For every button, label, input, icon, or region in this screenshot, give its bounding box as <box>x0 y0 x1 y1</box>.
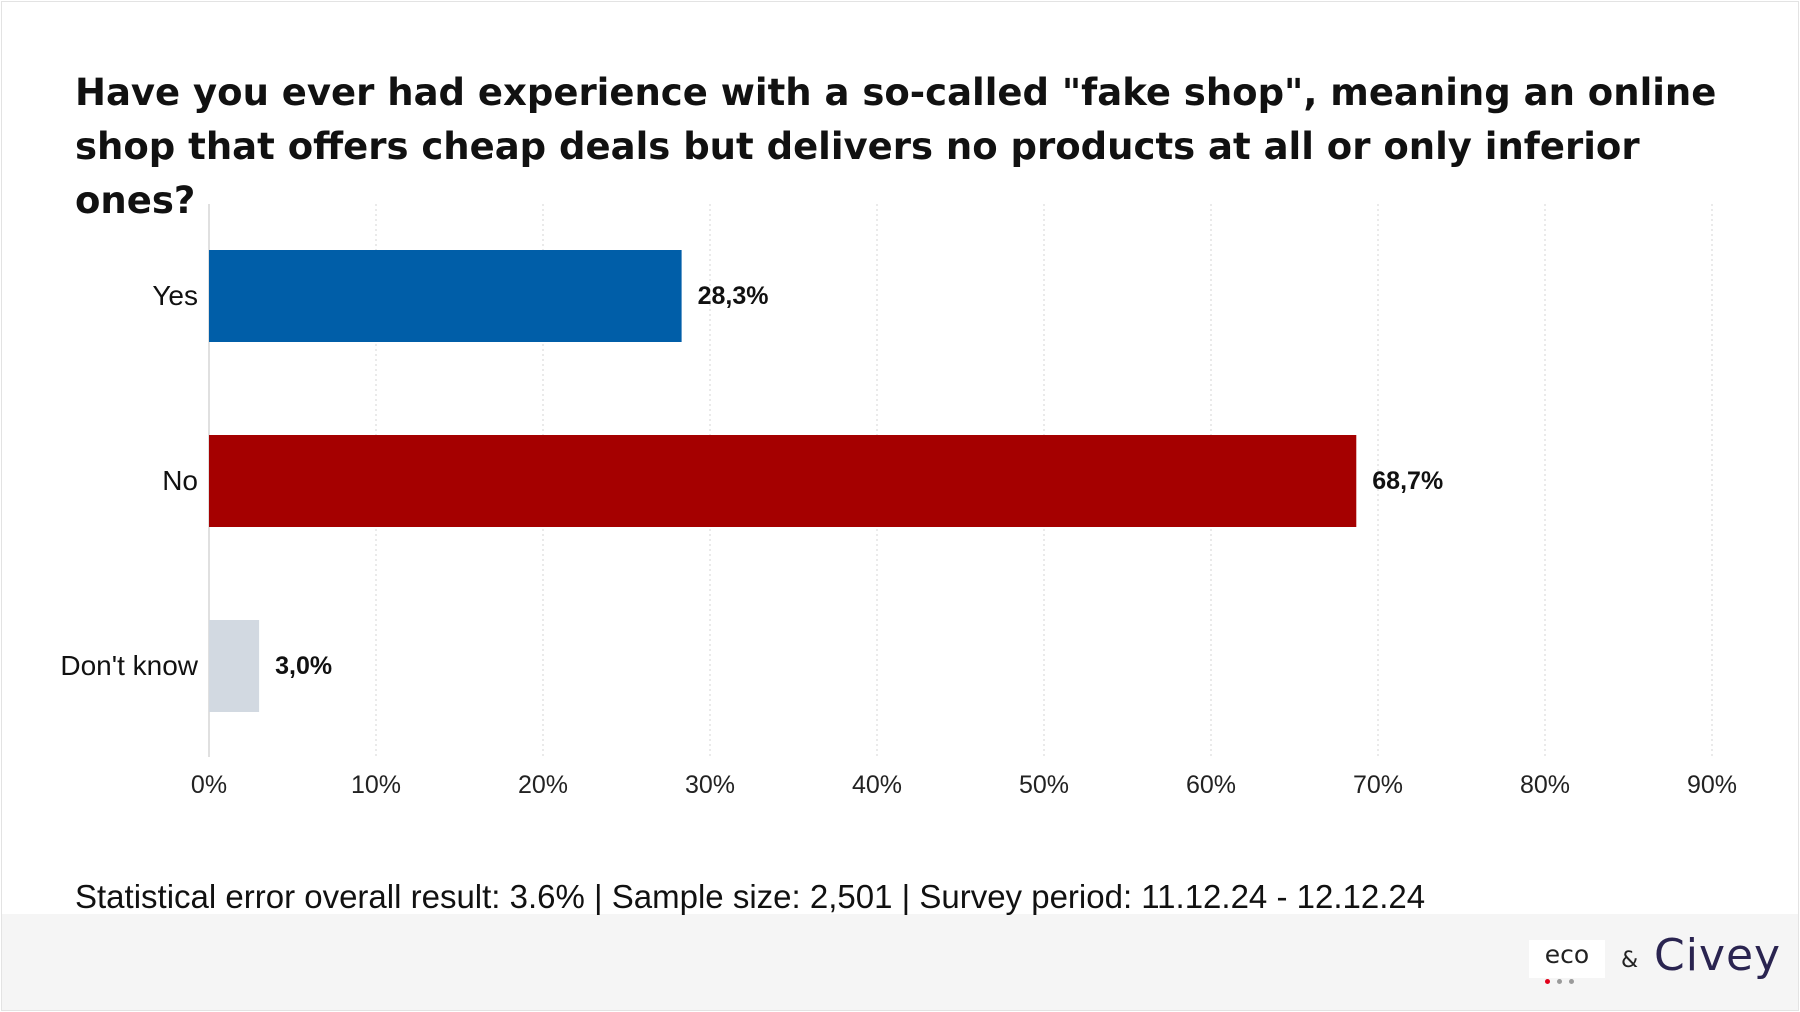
x-tick-label: 30% <box>685 771 735 799</box>
x-tick-label: 10% <box>351 771 401 799</box>
x-tick-label: 90% <box>1687 771 1737 799</box>
eco-logo-text: eco <box>1544 940 1590 969</box>
x-tick-label: 70% <box>1353 771 1403 799</box>
bar-yes <box>209 250 682 342</box>
survey-stats: Statistical error overall result: 3.6% |… <box>75 878 1426 915</box>
bar-no <box>209 435 1357 527</box>
eco-logo-dots <box>1545 971 1581 989</box>
x-tick-label: 40% <box>852 771 902 799</box>
footer-band <box>2 914 1798 1010</box>
value-label: 28,3% <box>698 282 769 310</box>
value-label: 3,0% <box>275 652 332 680</box>
x-tick-label: 50% <box>1019 771 1069 799</box>
category-label: No <box>162 465 198 496</box>
category-label: Yes <box>152 280 198 311</box>
x-tick-label: 0% <box>191 771 227 799</box>
eco-logo: eco <box>1529 940 1605 984</box>
value-label: 68,7% <box>1372 467 1443 495</box>
x-tick-label: 20% <box>518 771 568 799</box>
bar-don-t-know <box>209 620 260 712</box>
ampersand: & <box>1621 948 1639 973</box>
x-tick-label: 60% <box>1186 771 1236 799</box>
civey-logo: Civey <box>1654 930 1782 981</box>
x-tick-label: 80% <box>1520 771 1570 799</box>
category-label: Don't know <box>60 650 198 681</box>
chart-title: Have you ever had experience with a so-c… <box>75 71 1717 222</box>
